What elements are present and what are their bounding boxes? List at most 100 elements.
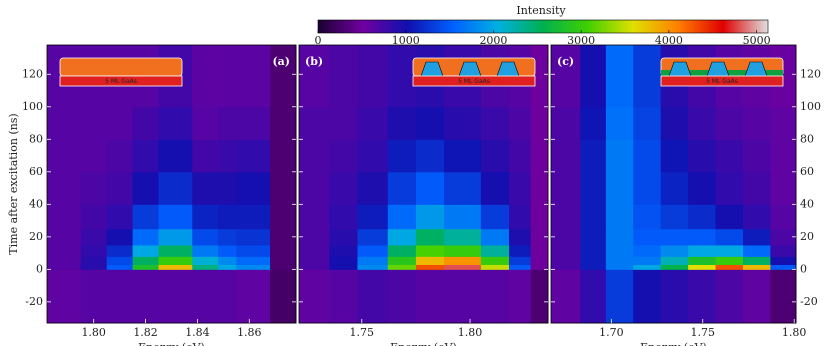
heatmap-cell <box>580 228 607 246</box>
heatmap-cell <box>158 264 193 270</box>
heatmap-cell <box>551 256 581 265</box>
heatmap-cell <box>742 228 771 246</box>
heatmap-cell <box>218 45 237 108</box>
heatmap-cell <box>633 139 662 173</box>
heatmap-cell <box>530 244 549 257</box>
heatmap-cell <box>444 256 482 265</box>
heatmap-cell <box>192 204 219 230</box>
heatmap-cell <box>688 204 717 230</box>
heatmap-cell <box>660 244 689 257</box>
heatmap-cell <box>270 171 297 205</box>
heatmap-cell <box>715 204 744 230</box>
heatmap-cell <box>47 244 82 257</box>
inset-layer <box>412 75 536 87</box>
heatmap-cell <box>415 256 445 265</box>
heatmap-cell <box>688 264 717 270</box>
heatmap-cell <box>742 106 771 140</box>
heatmap-cell <box>270 244 297 257</box>
heatmap-cell <box>132 106 160 140</box>
heatmap-cell <box>530 256 549 265</box>
heatmap-cell <box>387 244 417 257</box>
heatmap-cell <box>605 139 634 173</box>
inset-layer <box>59 75 183 87</box>
heatmap-cell <box>387 171 417 205</box>
heatmap-cell <box>480 171 510 205</box>
panel-label: (c) <box>557 55 574 68</box>
heatmap-cell <box>444 269 482 324</box>
heatmap-cell <box>329 45 358 108</box>
heatmap-cell <box>329 106 358 140</box>
heatmap-cell <box>660 228 689 246</box>
heatmap-cell <box>270 45 297 108</box>
heatmap-cell <box>444 204 482 230</box>
y-tick-label: 100 <box>22 100 43 113</box>
heatmap-cell <box>509 244 532 257</box>
heatmap-cell <box>605 269 634 324</box>
heatmap-cell <box>236 264 271 270</box>
heatmap-cell <box>218 228 237 246</box>
heatmap-cell <box>530 139 549 173</box>
heatmap-cell <box>480 269 510 324</box>
inset-label: 5 ML GaAs <box>706 78 738 85</box>
heatmap-cell <box>509 264 532 270</box>
heatmap-cell <box>357 244 389 257</box>
heatmap-cell <box>80 264 108 270</box>
y-tick-label: 60 <box>800 165 814 178</box>
inset-label: 5 ML GaAs <box>105 78 137 85</box>
heatmap-cell <box>530 204 549 230</box>
heatmap-cell <box>236 171 271 205</box>
heatmap-cell <box>633 204 662 230</box>
colorbar-tick-label: 0 <box>315 34 322 47</box>
heatmap-cell <box>551 228 581 246</box>
heatmap-cell <box>715 264 744 270</box>
heatmap-cell <box>270 204 297 230</box>
y-tick-label: 80 <box>800 132 814 145</box>
heatmap-cell <box>47 204 82 230</box>
heatmap-cell <box>770 269 797 324</box>
x-tick-label: 1.70 <box>599 326 624 339</box>
heatmap-cell <box>580 264 607 270</box>
heatmap-cell <box>480 264 510 270</box>
y-tick-label: 80 <box>29 132 43 145</box>
heatmap-cell <box>80 204 108 230</box>
heatmap-cell <box>444 264 482 270</box>
heatmap-cell <box>236 244 271 257</box>
panel-frame <box>46 44 297 324</box>
heatmap-cell <box>80 171 108 205</box>
y-tick-label: 120 <box>800 67 821 80</box>
y-tick-label: -20 <box>800 295 818 308</box>
heatmap-cell <box>270 139 297 173</box>
heatmap-cell <box>80 269 108 324</box>
heatmap-cell <box>218 139 237 173</box>
heatmap-cell <box>106 244 134 257</box>
y-tick-label: 20 <box>29 230 43 243</box>
x-axis-label: Energy (eV) <box>138 341 205 346</box>
heatmap-cell <box>633 228 662 246</box>
y-tick-label: 20 <box>800 230 814 243</box>
heatmap-cell <box>688 139 717 173</box>
heatmap-cell <box>742 269 771 324</box>
heatmap-cell <box>660 204 689 230</box>
heatmap-cell <box>236 106 271 140</box>
heatmap-cell <box>551 264 581 270</box>
heatmap-cell <box>158 256 193 265</box>
heatmap-cell <box>480 106 510 140</box>
heatmap-cell <box>660 106 689 140</box>
heatmap-cell <box>132 204 160 230</box>
heatmap-cell <box>236 256 271 265</box>
heatmap-cell <box>218 106 237 140</box>
x-tick-label: 1.75 <box>691 326 716 339</box>
heatmap-cell <box>192 256 219 265</box>
heatmap-cell <box>236 45 271 108</box>
heatmap-cell <box>106 264 134 270</box>
heatmap-cell <box>106 228 134 246</box>
x-tick-label: 1.82 <box>133 326 158 339</box>
heatmap-cell <box>106 106 134 140</box>
heatmap-cell <box>329 171 358 205</box>
heatmap-cell <box>551 139 581 173</box>
colorbar-tick-label: 2000 <box>479 34 507 47</box>
heatmap-cell <box>605 256 634 265</box>
heatmap-cell <box>270 228 297 246</box>
heatmap-cell <box>660 139 689 173</box>
heatmap-cell <box>715 139 744 173</box>
